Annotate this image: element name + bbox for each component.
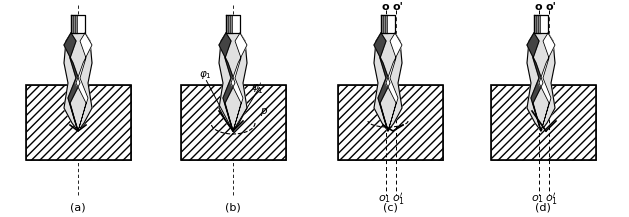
Polygon shape (71, 15, 78, 33)
Text: $\varphi_1'$: $\varphi_1'$ (250, 80, 264, 96)
Text: o': o' (392, 2, 403, 12)
Polygon shape (233, 15, 240, 33)
Bar (338, 85, 442, 160)
Polygon shape (541, 15, 548, 33)
Polygon shape (219, 33, 235, 131)
Polygon shape (374, 33, 390, 131)
Polygon shape (539, 33, 555, 131)
Bar (26, 85, 130, 160)
Polygon shape (64, 33, 80, 131)
Bar (181, 85, 286, 160)
Text: (d): (d) (535, 202, 551, 212)
Bar (181, 85, 286, 160)
Polygon shape (374, 33, 402, 131)
Polygon shape (64, 33, 92, 131)
Text: $\varphi_1$: $\varphi_1$ (199, 69, 211, 81)
Text: o': o' (545, 2, 557, 12)
Polygon shape (381, 15, 388, 33)
Polygon shape (226, 15, 233, 33)
Bar (491, 85, 596, 160)
Text: $o_1'$: $o_1'$ (392, 191, 406, 207)
Text: $o_1$: $o_1$ (379, 193, 391, 205)
Text: (b): (b) (225, 202, 241, 212)
Polygon shape (78, 15, 85, 33)
Polygon shape (219, 33, 247, 131)
Bar (338, 85, 442, 160)
Polygon shape (386, 33, 402, 131)
Polygon shape (231, 33, 247, 131)
Text: p: p (260, 106, 266, 116)
Polygon shape (388, 15, 395, 33)
Text: (a): (a) (70, 202, 86, 212)
Text: $o_1'$: $o_1'$ (545, 191, 559, 207)
Text: (c): (c) (382, 202, 398, 212)
Text: o: o (381, 2, 389, 12)
Polygon shape (76, 33, 92, 131)
Polygon shape (534, 15, 541, 33)
Polygon shape (527, 33, 543, 131)
Polygon shape (527, 33, 555, 131)
Bar (491, 85, 596, 160)
Text: $o_1$: $o_1$ (532, 193, 545, 205)
Text: o: o (534, 2, 542, 12)
Bar (26, 85, 130, 160)
